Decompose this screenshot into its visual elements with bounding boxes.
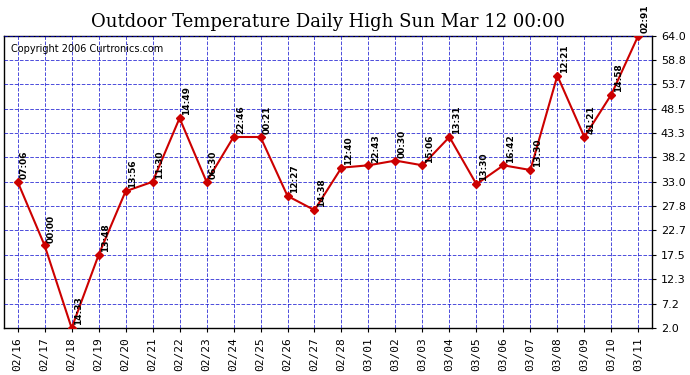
Text: 14:38: 14:38 [317, 178, 326, 207]
Text: 15:06: 15:06 [425, 134, 434, 162]
Text: 13:31: 13:31 [452, 106, 461, 134]
Text: 07:06: 07:06 [20, 150, 29, 179]
Text: 06:30: 06:30 [209, 151, 218, 179]
Text: 13:30: 13:30 [533, 139, 542, 167]
Text: Copyright 2006 Curtronics.com: Copyright 2006 Curtronics.com [10, 44, 163, 54]
Text: 13:30: 13:30 [479, 153, 488, 182]
Text: 41:21: 41:21 [586, 105, 595, 134]
Text: 16:42: 16:42 [506, 134, 515, 162]
Text: 00:00: 00:00 [47, 214, 56, 243]
Text: 02:91: 02:91 [641, 4, 650, 33]
Text: 11:30: 11:30 [155, 150, 164, 179]
Text: 12:27: 12:27 [290, 164, 299, 193]
Text: 22:43: 22:43 [371, 134, 380, 162]
Text: 14:49: 14:49 [182, 86, 191, 116]
Text: 12:40: 12:40 [344, 136, 353, 165]
Title: Outdoor Temperature Daily High Sun Mar 12 00:00: Outdoor Temperature Daily High Sun Mar 1… [91, 13, 565, 31]
Text: 12:21: 12:21 [560, 44, 569, 73]
Text: 14:58: 14:58 [614, 63, 623, 92]
Text: 13:56: 13:56 [128, 160, 137, 189]
Text: 14:33: 14:33 [74, 297, 83, 325]
Text: 22:46: 22:46 [236, 105, 245, 134]
Text: 00:21: 00:21 [263, 106, 272, 134]
Text: 00:30: 00:30 [398, 129, 407, 158]
Text: 13:48: 13:48 [101, 224, 110, 252]
